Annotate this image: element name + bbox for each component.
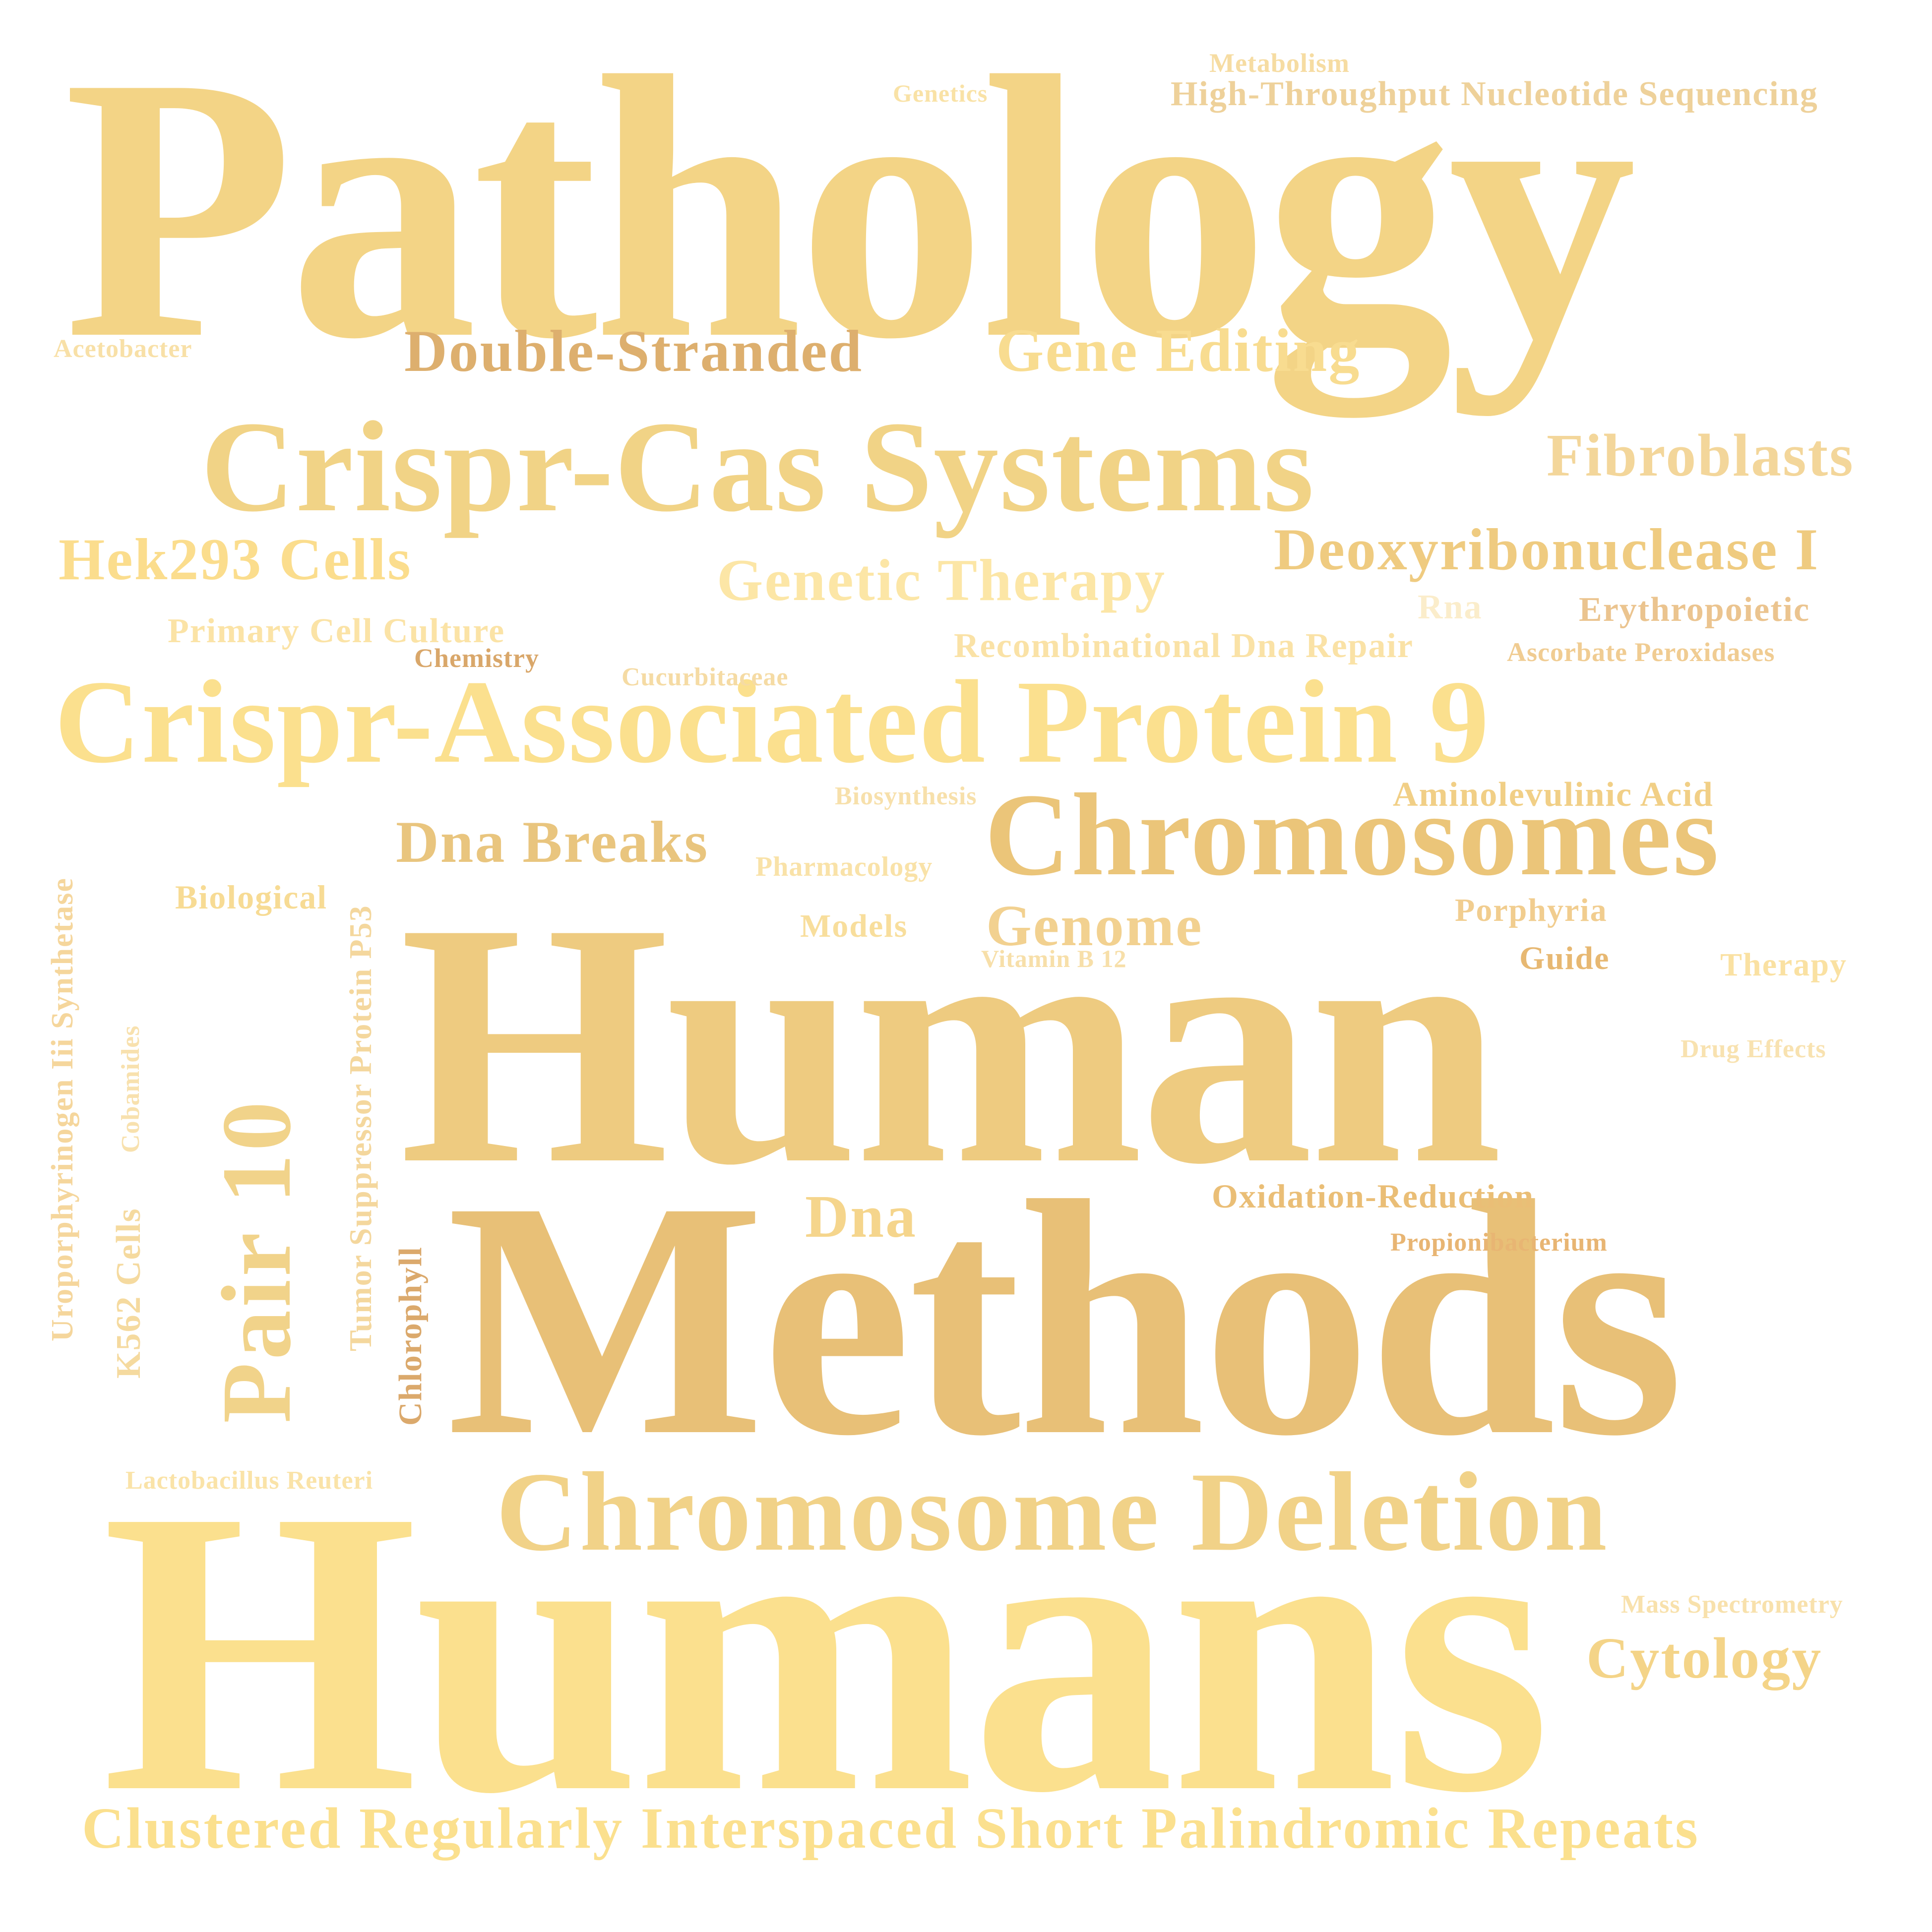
word-tumor-suppressor: Tumor Suppressor Protein P53 <box>343 905 378 1351</box>
word-models: Models <box>800 908 908 944</box>
word-pharmacology: Pharmacology <box>755 851 933 882</box>
word-mass-spectrometry: Mass Spectrometry <box>1621 1590 1843 1619</box>
word-lactobacillus: Lactobacillus Reuteri <box>125 1466 374 1495</box>
word-genetic-therapy: Genetic Therapy <box>717 547 1167 613</box>
word-crispr-associated-protein-9: Crispr-Associated Protein 9 <box>55 656 1490 787</box>
word-drug-effects: Drug Effects <box>1681 1035 1826 1063</box>
word-erythropoietic: Erythropoietic <box>1579 591 1810 629</box>
word-human: Human <box>399 851 1502 1236</box>
word-k562-cells: K562 Cells <box>110 1208 148 1379</box>
word-double-stranded: Double-Stranded <box>404 318 864 384</box>
word-uroporphyrinogen: Uroporphyrinogen Iii Synthetase <box>46 877 79 1341</box>
word-methods: Methods <box>446 1132 1684 1506</box>
word-chromosomes: Chromosomes <box>985 770 1720 900</box>
word-genome: Genome <box>986 893 1203 958</box>
word-humans: Humans <box>102 1426 1551 1876</box>
word-cobamides: Cobamides <box>117 1025 145 1153</box>
word-ascorbate: Ascorbate Peroxidases <box>1507 637 1775 667</box>
word-dna: Dna <box>805 1183 917 1250</box>
word-aminolevulinic: Aminolevulinic Acid <box>1393 776 1714 814</box>
word-oxidation-reduction: Oxidation-Reduction <box>1212 1177 1535 1215</box>
word-cytology: Cytology <box>1586 1626 1823 1690</box>
word-therapy: Therapy <box>1720 947 1848 983</box>
word-chromosome-deletion: Chromosome Deletion <box>496 1449 1609 1574</box>
word-biological: Biological <box>175 878 328 916</box>
word-chlorophyll: Chlorophyll <box>392 1246 429 1426</box>
word-hek293-cells: Hek293 Cells <box>59 526 412 592</box>
word-pathology: Pathology <box>63 0 1636 417</box>
word-recombinational: Recombinational Dna Repair <box>954 627 1414 665</box>
word-primary-cell-culture: Primary Cell Culture <box>168 612 505 650</box>
word-high-throughput: High-Throughput Nucleotide Sequencing <box>1171 75 1818 113</box>
word-porphyria: Porphyria <box>1455 892 1608 928</box>
word-acetobacter: Acetobacter <box>54 335 192 363</box>
word-biosynthesis: Biosynthesis <box>835 782 977 810</box>
word-crispr-cas-systems: Crispr-Cas Systems <box>201 395 1315 539</box>
word-pair-10: Pair 10 <box>202 1098 312 1423</box>
word-chemistry: Chemistry <box>414 643 539 673</box>
word-propionibacterium: Propionibacterium <box>1390 1228 1608 1257</box>
word-genetics: Genetics <box>893 79 988 107</box>
word-vitamin-b12: Vitamin B 12 <box>981 945 1127 972</box>
word-clustered-repeats: Clustered Regularly Interspaced Short Pa… <box>82 1796 1700 1861</box>
word-fibroblasts: Fibroblasts <box>1547 422 1855 489</box>
word-rna: Rna <box>1418 588 1483 626</box>
word-guide: Guide <box>1519 940 1610 976</box>
word-deoxyribonuclease-i: Deoxyribonuclease I <box>1274 516 1820 582</box>
word-cucurbitaceae: Cucurbitaceae <box>622 663 789 691</box>
word-metabolism: Metabolism <box>1209 48 1350 78</box>
word-dna-breaks: Dna Breaks <box>396 809 709 875</box>
word-gene-editing: Gene Editing <box>996 316 1361 384</box>
